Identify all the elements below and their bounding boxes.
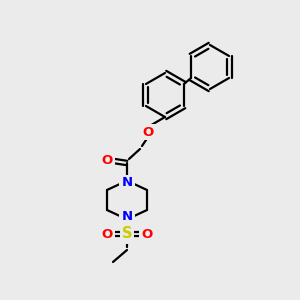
Text: O: O — [101, 154, 112, 166]
Text: O: O — [141, 227, 153, 241]
Text: N: N — [122, 211, 133, 224]
Text: N: N — [122, 176, 133, 190]
Text: O: O — [101, 227, 112, 241]
Text: S: S — [122, 226, 132, 242]
Text: O: O — [142, 125, 154, 139]
